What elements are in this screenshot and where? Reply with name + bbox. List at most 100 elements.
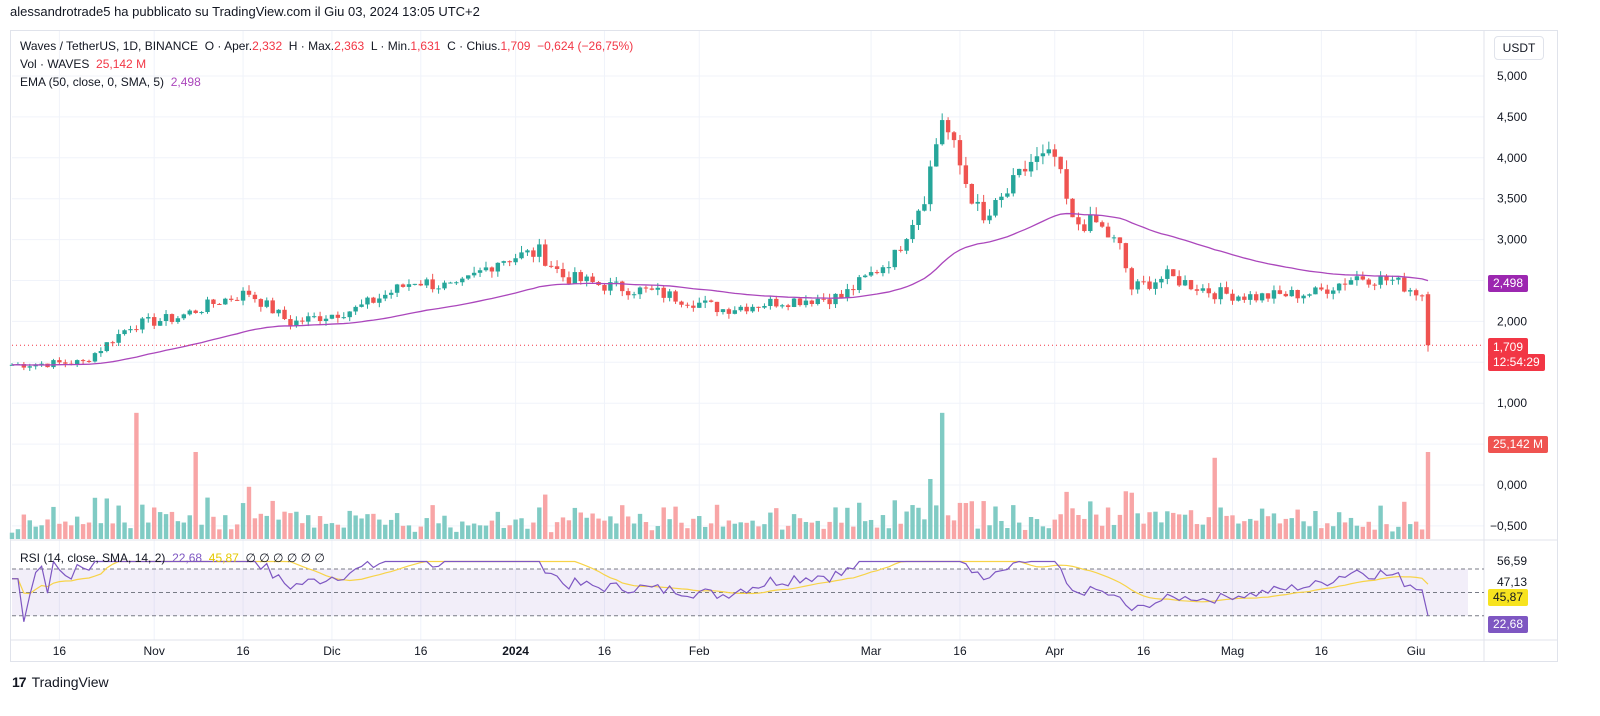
candle-body [1313, 287, 1318, 295]
candle-body [1040, 153, 1046, 157]
candle-body [1094, 214, 1099, 223]
candle-body [234, 299, 240, 301]
price-axis-label: 1,000 [1497, 396, 1527, 410]
volume-bar [596, 518, 601, 539]
candle-body [400, 284, 406, 287]
volume-bar [234, 524, 240, 539]
candle-body [412, 283, 418, 285]
candle-body [1413, 290, 1419, 296]
volume-bar [157, 512, 163, 539]
volume-bar [86, 522, 92, 539]
volume-bar [347, 510, 352, 539]
candle-body [1396, 277, 1401, 280]
candle-body [1105, 226, 1111, 238]
price-axis-label: −0,500 [1490, 519, 1527, 533]
ema-line [11, 212, 1429, 366]
volume-bar [939, 412, 945, 539]
candle-body [809, 300, 815, 304]
volume-bar [306, 515, 311, 539]
candle-body [910, 224, 915, 240]
volume-bar [951, 520, 957, 539]
volume-bar [584, 517, 589, 539]
time-axis-label: 16 [598, 644, 612, 658]
low-value: 1,631 [410, 39, 441, 53]
candle-body [513, 258, 518, 263]
volume-bar [181, 522, 187, 539]
candle-body [732, 310, 738, 314]
candle-body [845, 289, 850, 298]
volume-bar [412, 531, 418, 539]
volume-bar [1088, 501, 1093, 539]
volume-bar [51, 506, 56, 539]
volume-bar [471, 523, 477, 539]
volume-bar [578, 512, 583, 539]
volume-bar [282, 511, 287, 539]
candle-body [104, 342, 109, 352]
volume-bar [489, 520, 495, 539]
volume-bar [762, 524, 767, 539]
candle-body [661, 287, 666, 298]
candle-body [1182, 280, 1188, 286]
volume-bar [862, 521, 868, 539]
high-value: 2,363 [334, 39, 365, 53]
candle-body [1319, 287, 1324, 290]
footer-brand[interactable]: 17 TradingView [12, 674, 109, 690]
time-axis-label: 16 [414, 644, 428, 658]
volume-bar [477, 525, 483, 539]
volume-bar [69, 525, 74, 539]
publish-note: alessandrotrade5 ha pubblicato su Tradin… [10, 4, 480, 19]
volume-bar [1301, 521, 1306, 539]
rsi-label: RSI (14, close, SMA, 14, 2) [20, 551, 166, 565]
change-value: −0,624 (−26,75%) [537, 39, 634, 53]
volume-bar [637, 513, 643, 539]
volume-bar [785, 525, 791, 539]
currency-button[interactable]: USDT [1494, 36, 1544, 60]
candle-body [1022, 168, 1028, 172]
volume-bar [1165, 511, 1170, 539]
candle-body [1248, 294, 1253, 300]
volume-bar [851, 526, 856, 539]
candle-body [602, 285, 607, 291]
candle-body [714, 301, 720, 313]
volume-bar [300, 523, 305, 539]
volume-bar [602, 520, 607, 539]
volume-bar [714, 504, 720, 539]
candle-body [1194, 289, 1200, 291]
volume-bar [744, 522, 749, 539]
candle-body [39, 363, 44, 365]
candle-body [1099, 222, 1105, 227]
candle-body [975, 201, 980, 204]
candle-body [116, 334, 121, 343]
volume-bar [797, 518, 803, 539]
candle-body [1360, 276, 1366, 280]
candle-body [720, 309, 726, 313]
candle-body [98, 351, 104, 354]
candle-body [963, 165, 969, 185]
volume-bar [738, 522, 743, 539]
volume-bar [685, 528, 690, 539]
candle-body [1016, 168, 1022, 176]
candle-body [1236, 296, 1241, 301]
volume-bar [1064, 491, 1069, 539]
candle-body [785, 305, 791, 307]
volume-bar [454, 531, 459, 539]
volume-bar [928, 478, 933, 539]
candle-body [282, 309, 287, 320]
candle-body [110, 342, 115, 344]
volume-bar [886, 528, 892, 539]
price-axis-label: 4,500 [1497, 110, 1527, 124]
candle-body [673, 291, 678, 302]
volume-bar [945, 515, 951, 539]
time-axis-label: 16 [236, 644, 250, 658]
volume-bar [39, 525, 44, 539]
volume-bar [1117, 514, 1123, 539]
volume-bar [1242, 521, 1247, 539]
candle-body [128, 329, 133, 331]
candle-body [187, 310, 192, 315]
volume-bar [335, 524, 341, 539]
volume-bar [791, 514, 797, 539]
volume-bar [193, 451, 198, 539]
volume-bar [128, 528, 133, 539]
candle-body [1176, 276, 1182, 286]
